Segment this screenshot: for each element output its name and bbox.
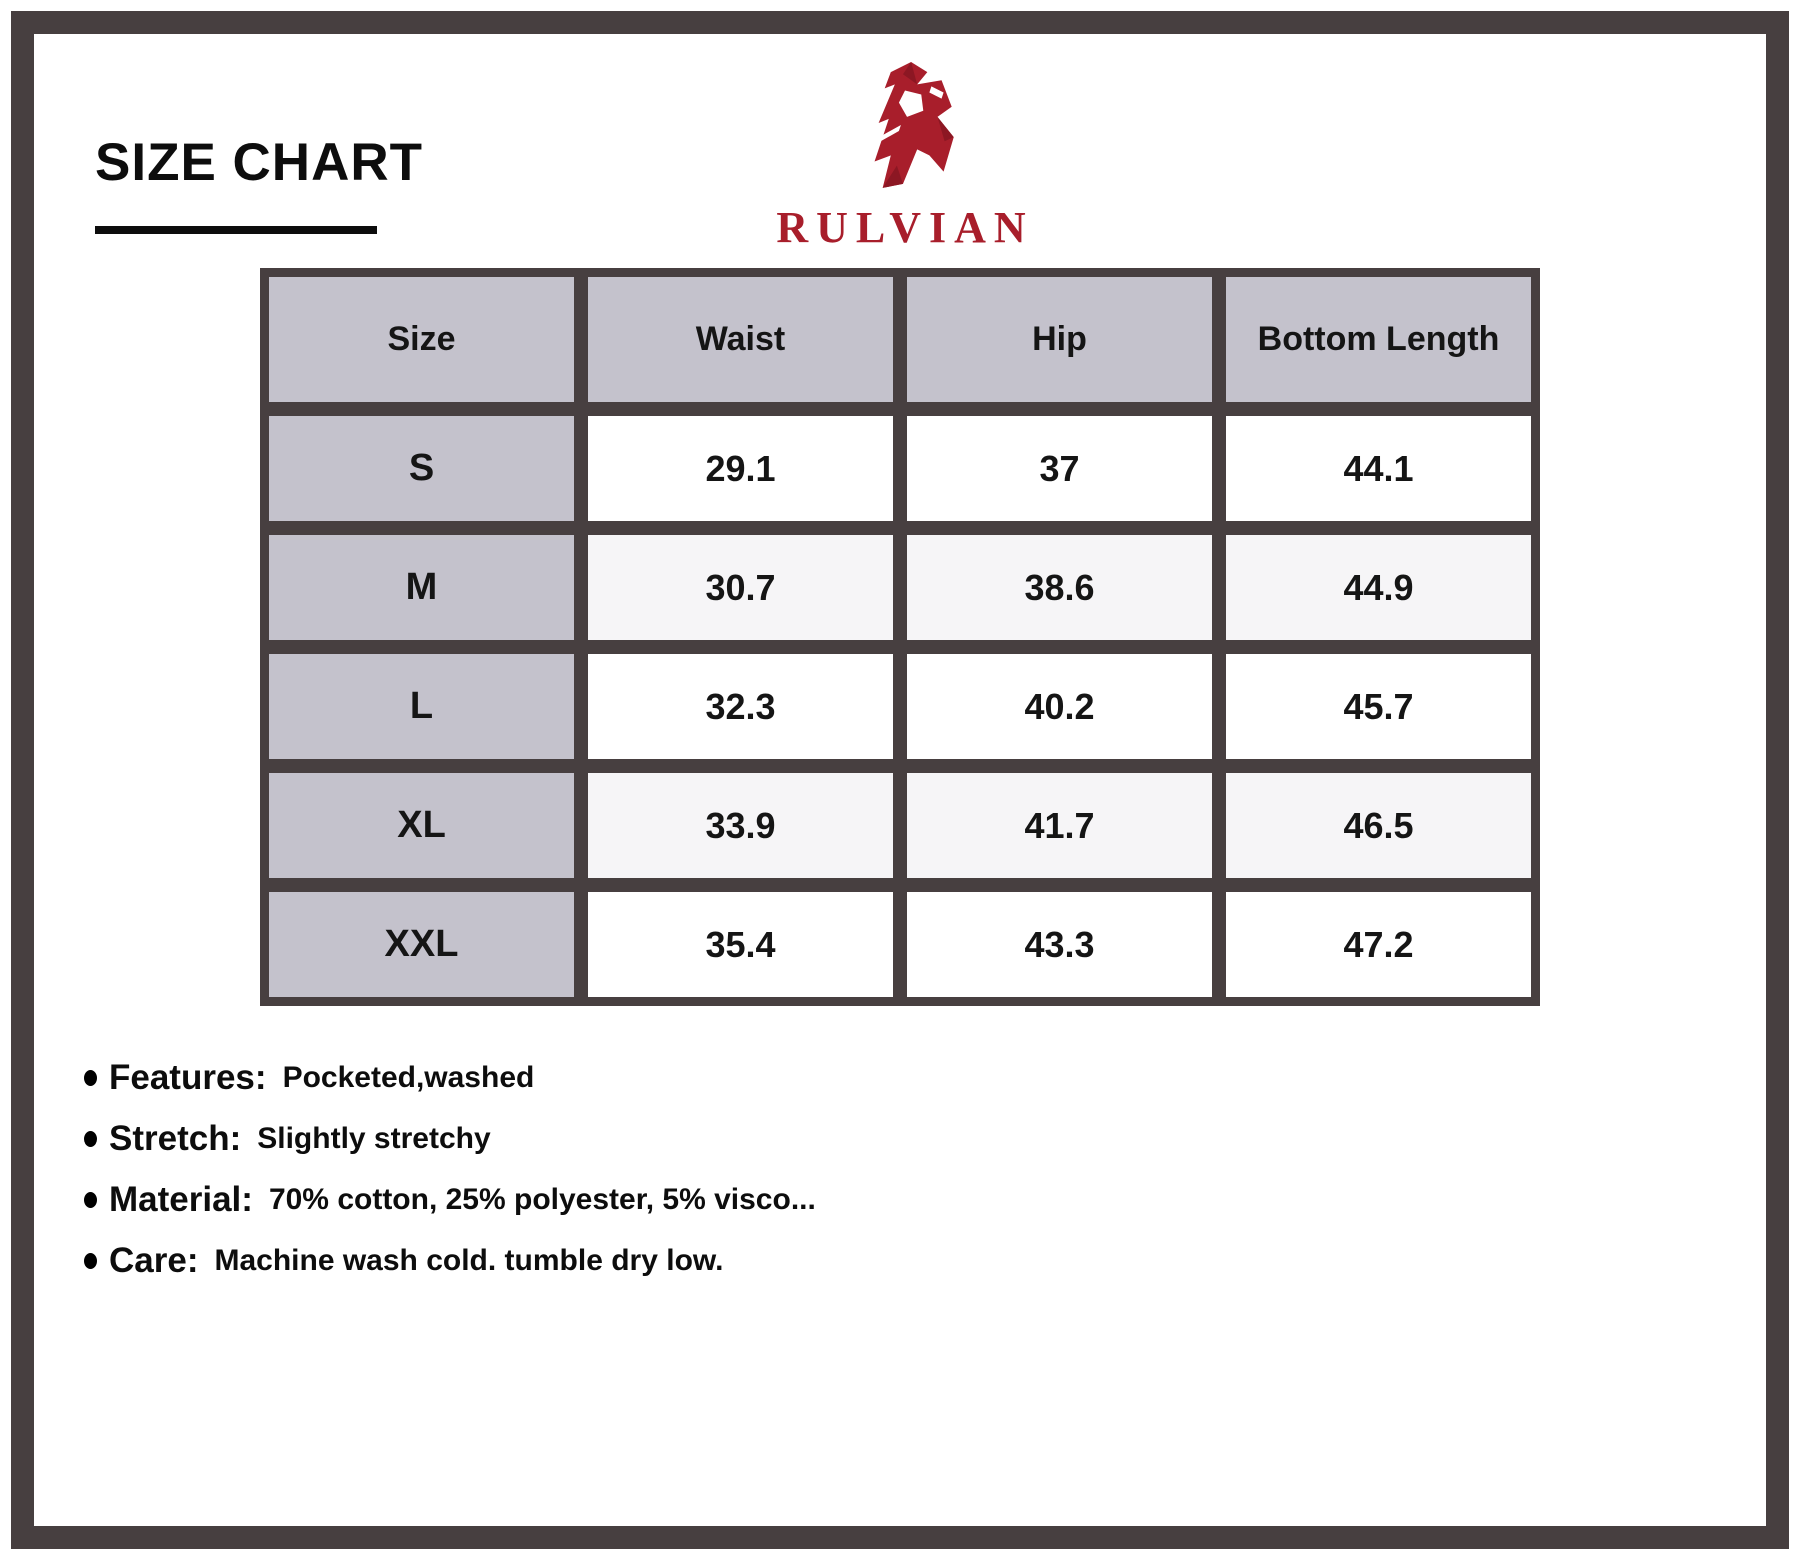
detail-value: 70% cotton, 25% polyester, 5% visco...: [268, 1183, 816, 1216]
header-cell-size: Size: [269, 277, 574, 402]
value-cell-l-hip: 40.2: [907, 654, 1212, 759]
page-title: SIZE CHART: [95, 133, 423, 192]
size-cell-xxl: XXL: [269, 892, 574, 997]
bullet-icon: [84, 1253, 97, 1269]
detail-value: Machine wash cold. tumble dry low.: [214, 1244, 724, 1277]
size-cell-s: S: [269, 416, 574, 521]
bullet-icon: [84, 1131, 97, 1147]
size-cell-xl: XL: [269, 773, 574, 878]
size-cell-l: L: [269, 654, 574, 759]
detail-label: Care:: [109, 1241, 199, 1280]
value-cell-m-waist: 30.7: [588, 535, 893, 640]
value-cell-xxl-bottom-length: 47.2: [1226, 892, 1531, 997]
value-cell-s-waist: 29.1: [588, 416, 893, 521]
detail-value: Pocketed,washed: [282, 1061, 535, 1094]
value-cell-xxl-hip: 43.3: [907, 892, 1212, 997]
value-cell-l-bottom-length: 45.7: [1226, 654, 1531, 759]
detail-label: Features:: [109, 1058, 267, 1097]
value-cell-xl-bottom-length: 46.5: [1226, 773, 1531, 878]
value-cell-xl-hip: 41.7: [907, 773, 1212, 878]
detail-item-care-: Care: Machine wash cold. tumble dry low.: [84, 1239, 816, 1283]
detail-item-features-: Features: Pocketed,washed: [84, 1056, 816, 1100]
header-cell-hip: Hip: [907, 277, 1212, 402]
angular-r-icon: [874, 62, 954, 188]
value-cell-xxl-waist: 35.4: [588, 892, 893, 997]
size-cell-m: M: [269, 535, 574, 640]
value-cell-s-hip: 37: [907, 416, 1212, 521]
bullet-icon: [84, 1192, 97, 1208]
detail-label: Stretch:: [109, 1119, 242, 1158]
detail-label: Material:: [109, 1180, 253, 1219]
detail-item-material-: Material: 70% cotton, 25% polyester, 5% v…: [84, 1178, 816, 1222]
brand-wordmark: RULVIAN: [776, 203, 1034, 252]
detail-item-stretch-: Stretch: Slightly stretchy: [84, 1117, 816, 1161]
value-cell-l-waist: 32.3: [588, 654, 893, 759]
brand-logo: RULVIAN: [755, 60, 1055, 253]
size-table: Size Waist Hip Bottom Length S 29.1 37 44.1 M 30.…: [260, 268, 1540, 1006]
header-cell-waist: Waist: [588, 277, 893, 402]
detail-value: Slightly stretchy: [257, 1122, 491, 1155]
value-cell-m-hip: 38.6: [907, 535, 1212, 640]
page-frame: [11, 11, 1789, 1549]
value-cell-s-bottom-length: 44.1: [1226, 416, 1531, 521]
header-cell-bottom-length: Bottom Length: [1226, 277, 1531, 402]
details-list: Features: Pocketed,washed Stretch: Slightly…: [84, 1056, 816, 1300]
value-cell-m-bottom-length: 44.9: [1226, 535, 1531, 640]
title-underline: [95, 226, 377, 234]
bullet-icon: [84, 1070, 97, 1086]
value-cell-xl-waist: 33.9: [588, 773, 893, 878]
